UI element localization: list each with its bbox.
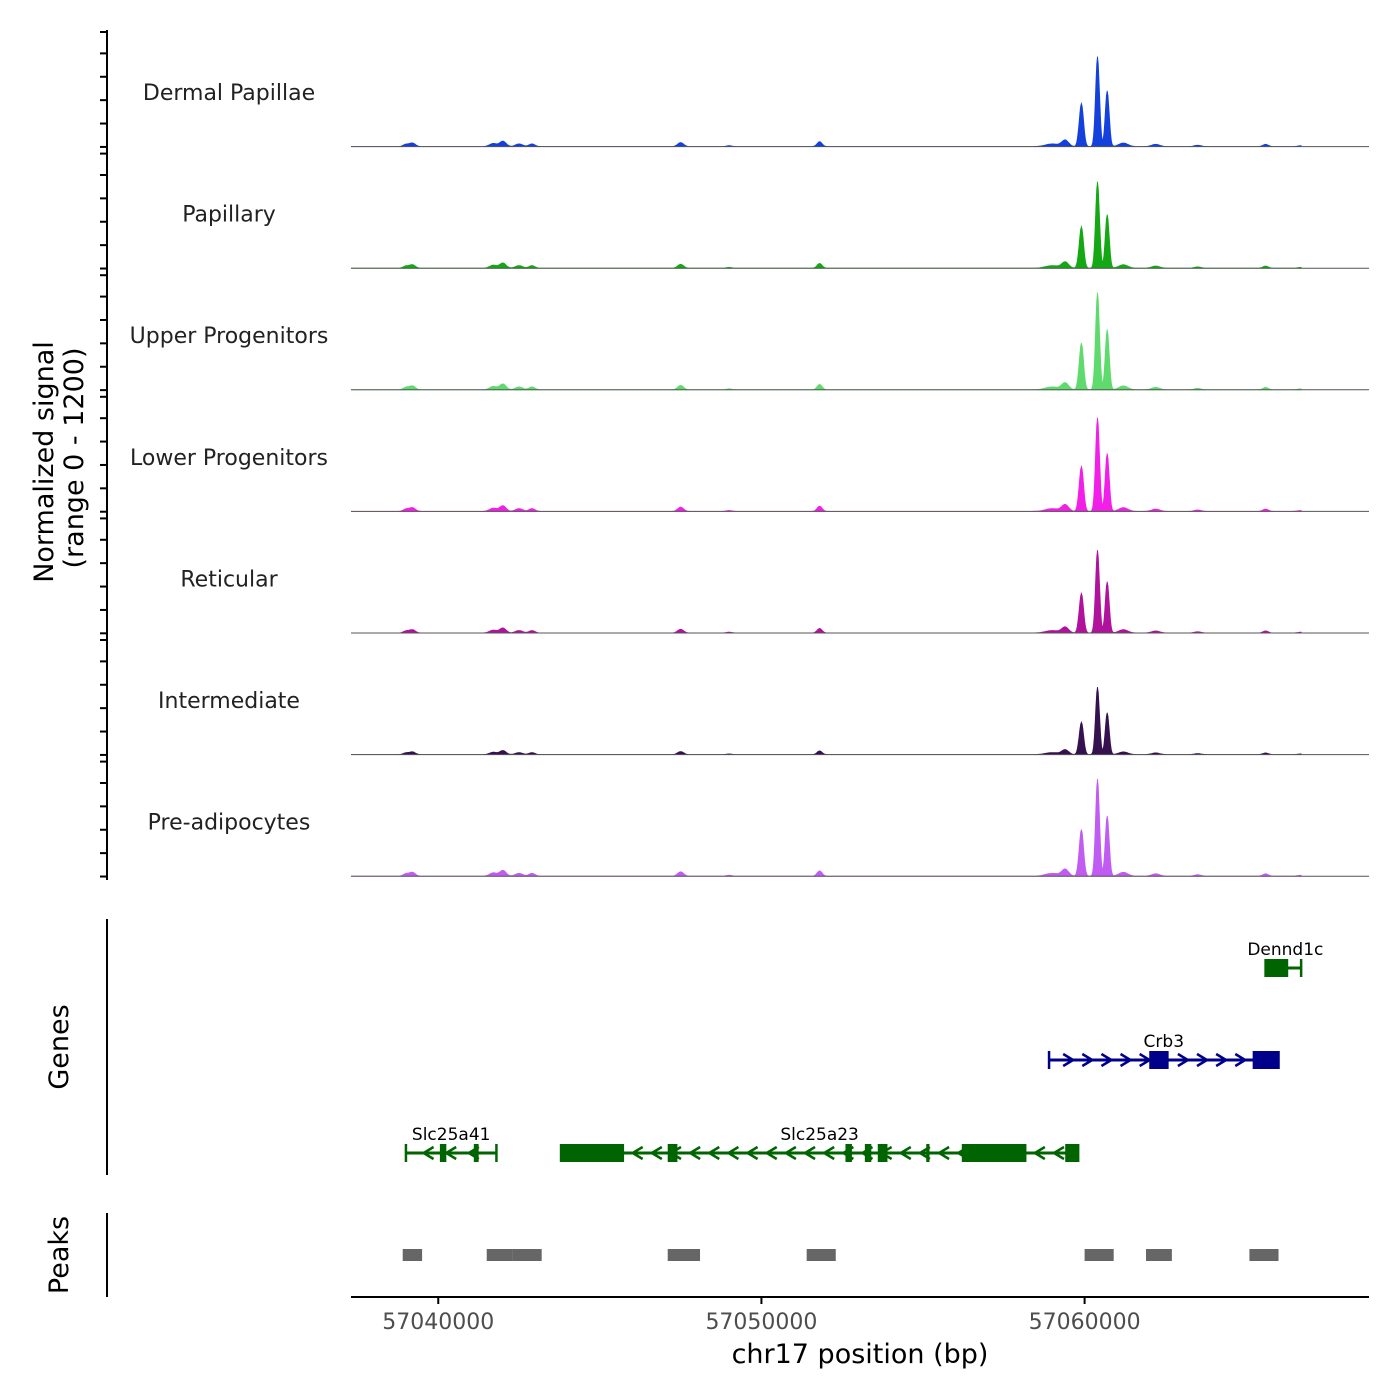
peak-region: [1084, 1249, 1114, 1261]
coverage-area: [351, 550, 1302, 634]
peak-region: [806, 1249, 836, 1261]
strand-arrow: [898, 1145, 912, 1161]
gene-exon: [864, 1144, 872, 1162]
strand-arrow: [821, 1145, 835, 1161]
coverage-area: [351, 56, 1302, 147]
track-intermediate: Intermediate: [158, 687, 1369, 756]
peaks-panel-title: Peaks: [44, 1216, 75, 1294]
strand-arrow: [1196, 1052, 1210, 1068]
gene-slc25a23: Slc25a23: [559, 1125, 1080, 1162]
track-label: Intermediate: [158, 689, 300, 714]
x-tick-label: 57050000: [705, 1310, 817, 1335]
x-tick-label: 57040000: [382, 1310, 494, 1335]
track-label: Pre-adipocytes: [148, 811, 311, 836]
peak-region: [1146, 1249, 1172, 1261]
gene-slc25a41: Slc25a41: [404, 1125, 498, 1162]
gene-exon: [1149, 1051, 1169, 1069]
coverage-area: [351, 292, 1302, 391]
peak-region: [486, 1249, 513, 1261]
track-label: Upper Progenitors: [130, 324, 329, 349]
gene-exon: [1265, 959, 1289, 977]
x-tick-label: 57060000: [1029, 1310, 1141, 1335]
strand-arrow: [630, 1145, 644, 1161]
gene-exon: [561, 1144, 625, 1162]
track-label: Dermal Papillae: [143, 81, 315, 106]
strand-arrow: [802, 1145, 816, 1161]
track-label: Lower Progenitors: [130, 446, 328, 471]
strand-arrow: [936, 1145, 950, 1161]
coverage-area: [351, 687, 1302, 756]
strand-arrow: [1234, 1052, 1248, 1068]
gene-exon: [439, 1144, 447, 1162]
peaks-panel: Peaks: [44, 1213, 1279, 1297]
track-upper-progenitors: Upper Progenitors: [130, 292, 1369, 391]
gene-label: Crb3: [1144, 1032, 1184, 1052]
strand-arrow: [1215, 1052, 1229, 1068]
gene-dennd1c: Dennd1c: [1247, 940, 1323, 977]
gene-exon: [961, 1144, 1027, 1162]
gene-label: Dennd1c: [1247, 940, 1323, 960]
y-axis-title: Normalized signal: [29, 341, 60, 583]
strand-arrow: [1081, 1052, 1095, 1068]
gene-exon: [1252, 1051, 1279, 1069]
strand-arrow: [764, 1145, 778, 1161]
track-reticular: Reticular: [180, 550, 1369, 634]
peak-region: [667, 1249, 701, 1261]
strand-arrow: [1177, 1052, 1191, 1068]
strand-arrow: [421, 1145, 435, 1161]
strand-arrow: [725, 1145, 740, 1161]
strand-arrow: [1032, 1145, 1046, 1161]
gene-label: Slc25a23: [780, 1125, 859, 1145]
peak-region: [1249, 1249, 1279, 1261]
y-axis-title-range: (range 0 - 1200): [59, 348, 90, 569]
coverage-area: [351, 417, 1302, 512]
strand-arrow: [783, 1145, 797, 1161]
strand-arrow: [649, 1145, 663, 1161]
gene-exon: [473, 1144, 479, 1162]
strand-arrow: [1119, 1052, 1133, 1068]
gene-exon: [926, 1144, 930, 1162]
gene-crb3: Crb3: [1047, 1032, 1280, 1069]
track-label: Papillary: [182, 203, 276, 228]
genes-panel-title: Genes: [44, 1004, 75, 1089]
track-label: Reticular: [180, 567, 278, 592]
strand-arrow: [706, 1145, 720, 1161]
track-lower-progenitors: Lower Progenitors: [130, 417, 1369, 512]
gene-annotation-panel: Genes Dennd1c Crb3 Slc25a41 Slc25a23: [44, 919, 1323, 1175]
strand-arrow: [687, 1145, 701, 1161]
coverage-area: [351, 181, 1302, 269]
peak-region: [402, 1249, 423, 1261]
strand-arrow: [1062, 1052, 1076, 1068]
gene-label: Slc25a41: [412, 1125, 491, 1145]
x-axis: chr17 position (bp) 57040000 57050000 5706…: [351, 1296, 1369, 1370]
coverage-tracks: Dermal Papillae Papillary Upper Progenitor…: [100, 30, 1369, 880]
gene-exon: [845, 1144, 852, 1162]
strand-arrow: [1051, 1145, 1065, 1161]
peak-region: [512, 1249, 542, 1261]
strand-arrow: [745, 1145, 759, 1161]
gene-exon: [667, 1144, 678, 1162]
gene-exon: [1065, 1144, 1079, 1162]
track-papillary: Papillary: [182, 181, 1369, 269]
track-dermal-papillae: Dermal Papillae: [143, 56, 1369, 148]
strand-arrow: [1100, 1052, 1114, 1068]
track-pre-adipocytes: Pre-adipocytes: [148, 778, 1369, 877]
coverage-area: [351, 778, 1302, 877]
x-axis-title: chr17 position (bp): [732, 1339, 989, 1370]
gene-exon: [877, 1144, 888, 1162]
